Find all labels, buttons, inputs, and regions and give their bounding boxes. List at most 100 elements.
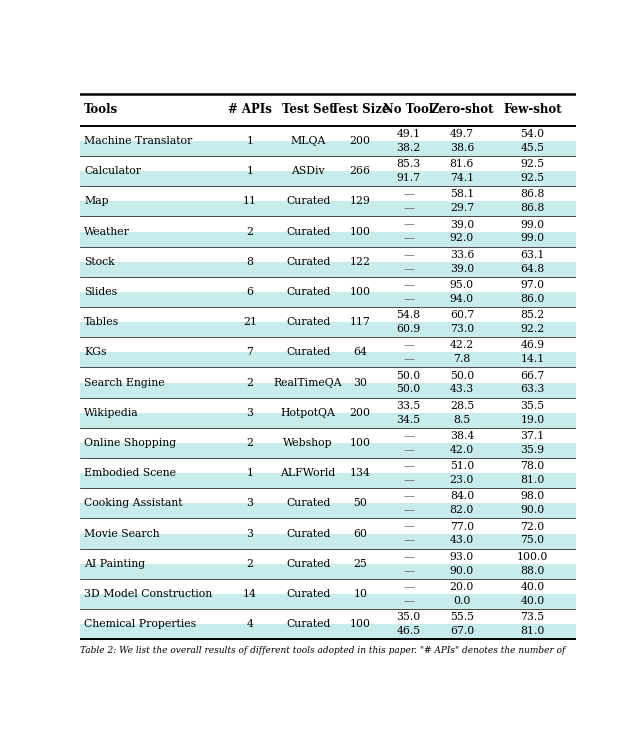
Bar <box>80 292 576 307</box>
Text: 92.2: 92.2 <box>520 324 545 334</box>
Text: Embodied Scene: Embodied Scene <box>84 468 176 478</box>
Text: Test Set: Test Set <box>282 103 335 116</box>
Text: 82.0: 82.0 <box>450 505 474 516</box>
Text: 1: 1 <box>246 136 253 146</box>
Bar <box>80 473 576 488</box>
Text: 0.0: 0.0 <box>453 596 470 606</box>
Bar <box>80 413 576 428</box>
Text: Curated: Curated <box>286 226 330 237</box>
Text: Slides: Slides <box>84 287 117 297</box>
Text: Zero-shot: Zero-shot <box>430 103 493 116</box>
Text: Chemical Properties: Chemical Properties <box>84 619 196 629</box>
Text: —: — <box>403 522 414 532</box>
Text: 93.0: 93.0 <box>450 552 474 562</box>
Text: 81.0: 81.0 <box>520 626 545 636</box>
Bar <box>80 443 576 458</box>
Text: 200: 200 <box>349 136 371 146</box>
Text: 45.5: 45.5 <box>520 143 545 153</box>
Text: 8: 8 <box>246 257 253 266</box>
Text: Curated: Curated <box>286 257 330 266</box>
Text: 3: 3 <box>246 498 253 508</box>
Text: 66.7: 66.7 <box>520 371 545 381</box>
Text: —: — <box>403 219 414 230</box>
Text: 4: 4 <box>246 619 253 629</box>
Text: 99.0: 99.0 <box>520 219 545 230</box>
Bar <box>80 382 576 397</box>
Text: 50: 50 <box>353 498 367 508</box>
Text: 2: 2 <box>246 377 253 388</box>
Text: # APIs: # APIs <box>228 103 272 116</box>
Text: 95.0: 95.0 <box>450 280 474 290</box>
Text: 11: 11 <box>243 196 257 206</box>
Text: 38.2: 38.2 <box>396 143 420 153</box>
Text: 3D Model Construction: 3D Model Construction <box>84 589 212 599</box>
Text: 100: 100 <box>349 287 371 297</box>
Text: 99.0: 99.0 <box>520 234 545 243</box>
Text: Wikipedia: Wikipedia <box>84 408 139 417</box>
Text: 266: 266 <box>349 166 371 176</box>
Text: —: — <box>403 190 414 199</box>
Text: MLQA: MLQA <box>291 136 326 146</box>
Text: —: — <box>403 582 414 592</box>
Bar <box>80 564 576 579</box>
Text: 2: 2 <box>246 226 253 237</box>
Text: —: — <box>403 354 414 365</box>
Text: Few-shot: Few-shot <box>503 103 562 116</box>
Text: 39.0: 39.0 <box>450 219 474 230</box>
Text: Map: Map <box>84 196 109 206</box>
Text: 3: 3 <box>246 528 253 539</box>
Text: 40.0: 40.0 <box>520 582 545 592</box>
Text: 97.0: 97.0 <box>520 280 545 290</box>
Text: 72.0: 72.0 <box>520 522 545 532</box>
Text: 7: 7 <box>246 347 253 357</box>
Text: 19.0: 19.0 <box>520 414 545 425</box>
Bar <box>80 141 576 156</box>
Text: 35.5: 35.5 <box>520 401 545 411</box>
Text: 64: 64 <box>353 347 367 357</box>
Text: 28.5: 28.5 <box>450 401 474 411</box>
Text: 86.8: 86.8 <box>520 203 545 214</box>
Text: —: — <box>403 263 414 274</box>
Bar <box>80 624 576 639</box>
Text: 6: 6 <box>246 287 253 297</box>
Text: ALFWorld: ALFWorld <box>280 468 336 478</box>
Text: 67.0: 67.0 <box>450 626 474 636</box>
Bar <box>80 504 576 519</box>
Text: 35.0: 35.0 <box>396 612 420 622</box>
Text: —: — <box>403 552 414 562</box>
Text: 134: 134 <box>350 468 371 478</box>
Text: Tools: Tools <box>84 103 118 116</box>
Text: 90.0: 90.0 <box>520 505 545 516</box>
Text: 117: 117 <box>350 317 371 327</box>
Text: —: — <box>403 596 414 606</box>
Text: KGs: KGs <box>84 347 106 357</box>
Text: 33.5: 33.5 <box>396 401 420 411</box>
Text: 81.0: 81.0 <box>520 475 545 485</box>
Text: 8.5: 8.5 <box>453 414 470 425</box>
Text: 3: 3 <box>246 408 253 417</box>
Text: 78.0: 78.0 <box>520 461 545 471</box>
Text: 2: 2 <box>246 559 253 568</box>
Text: 25: 25 <box>353 559 367 568</box>
Text: 73.5: 73.5 <box>520 612 545 622</box>
Bar <box>80 322 576 337</box>
Text: Weather: Weather <box>84 226 130 237</box>
Text: 74.1: 74.1 <box>450 173 474 183</box>
Bar <box>80 262 576 277</box>
Text: 100: 100 <box>349 226 371 237</box>
Text: 92.0: 92.0 <box>450 234 474 243</box>
Text: HotpotQA: HotpotQA <box>281 408 335 417</box>
Text: 100: 100 <box>349 619 371 629</box>
Bar <box>80 202 576 217</box>
Text: 50.0: 50.0 <box>396 371 420 381</box>
Text: —: — <box>403 475 414 485</box>
Text: 38.4: 38.4 <box>450 431 474 441</box>
Text: 35.9: 35.9 <box>520 445 545 455</box>
Text: —: — <box>403 461 414 471</box>
Text: —: — <box>403 294 414 304</box>
Text: 30: 30 <box>353 377 367 388</box>
Text: 98.0: 98.0 <box>520 491 545 501</box>
Text: 43.3: 43.3 <box>450 385 474 394</box>
Text: 21: 21 <box>243 317 257 327</box>
Text: 42.0: 42.0 <box>450 445 474 455</box>
